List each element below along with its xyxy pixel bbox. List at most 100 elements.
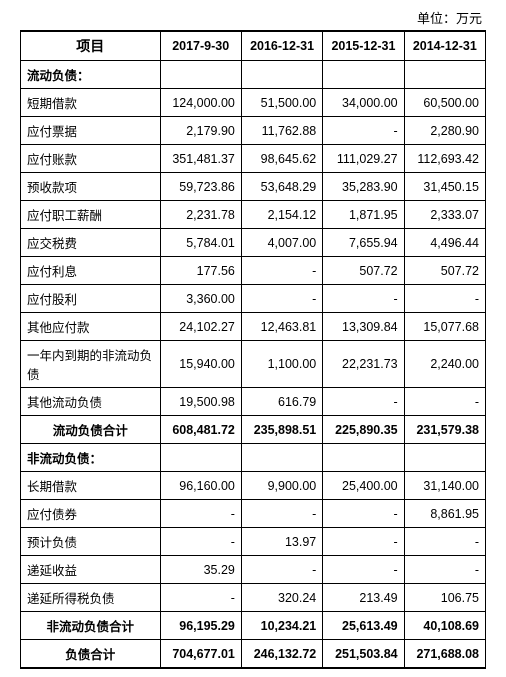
table-row-value-0: 59,723.86: [160, 173, 241, 201]
table-row-label: 其他流动负债: [21, 388, 161, 416]
table-row: 递延所得税负债-320.24213.49106.75: [21, 584, 486, 612]
table-row-value-3: 4,496.44: [404, 229, 485, 257]
total-liabilities-value-1: 246,132.72: [241, 640, 322, 669]
table-row-value-1: 1,100.00: [241, 341, 322, 388]
noncurrent-liabilities-header: 非流动负债：: [21, 444, 486, 472]
table-row-value-1: -: [241, 257, 322, 285]
table-row-value-0: 2,179.90: [160, 117, 241, 145]
table-row-value-2: -: [323, 285, 404, 313]
table-row: 应付账款351,481.3798,645.62111,029.27112,693…: [21, 145, 486, 173]
noncurrent-liabilities-subtotal: 非流动负债合计96,195.2910,234.2125,613.4940,108…: [21, 612, 486, 640]
table-row-value-3: 8,861.95: [404, 500, 485, 528]
current-liabilities-subtotal-value-1: 235,898.51: [241, 416, 322, 444]
table-row-value-2: -: [323, 388, 404, 416]
table-row-label: 应付票据: [21, 117, 161, 145]
total-liabilities-value-0: 704,677.01: [160, 640, 241, 669]
table-row-label: 长期借款: [21, 472, 161, 500]
table-row-value-0: 24,102.27: [160, 313, 241, 341]
table-row-value-1: 320.24: [241, 584, 322, 612]
table-row-value-2: -: [323, 500, 404, 528]
table-row-value-1: 12,463.81: [241, 313, 322, 341]
table-row: 其他应付款24,102.2712,463.8113,309.8415,077.6…: [21, 313, 486, 341]
table-row-value-2: 25,400.00: [323, 472, 404, 500]
table-row-value-3: 15,077.68: [404, 313, 485, 341]
table-row-value-2: -: [323, 528, 404, 556]
header-date-2: 2016-12-31: [241, 31, 322, 61]
noncurrent-liabilities-subtotal-value-0: 96,195.29: [160, 612, 241, 640]
noncurrent-liabilities-subtotal-value-3: 40,108.69: [404, 612, 485, 640]
table-row-value-0: 351,481.37: [160, 145, 241, 173]
table-row: 短期借款124,000.0051,500.0034,000.0060,500.0…: [21, 89, 486, 117]
empty-cell: [404, 61, 485, 89]
table-row-value-2: 111,029.27: [323, 145, 404, 173]
table-row-value-2: -: [323, 556, 404, 584]
table-row-label: 预收款项: [21, 173, 161, 201]
table-row-value-1: 51,500.00: [241, 89, 322, 117]
noncurrent-liabilities-header-label: 非流动负债：: [21, 444, 161, 472]
table-row-label: 其他应付款: [21, 313, 161, 341]
table-row-label: 应交税费: [21, 229, 161, 257]
table-row: 应交税费5,784.014,007.007,655.944,496.44: [21, 229, 486, 257]
table-row-value-1: -: [241, 556, 322, 584]
table-row-value-1: 98,645.62: [241, 145, 322, 173]
current-liabilities-subtotal-label: 流动负债合计: [21, 416, 161, 444]
table-row-value-3: 31,450.15: [404, 173, 485, 201]
current-liabilities-subtotal-value-2: 225,890.35: [323, 416, 404, 444]
table-row-value-3: 2,333.07: [404, 201, 485, 229]
table-row-label: 预计负债: [21, 528, 161, 556]
empty-cell: [241, 444, 322, 472]
table-row-value-0: 35.29: [160, 556, 241, 584]
table-row: 预计负债-13.97--: [21, 528, 486, 556]
table-row-value-2: 35,283.90: [323, 173, 404, 201]
table-row: 预收款项59,723.8653,648.2935,283.9031,450.15: [21, 173, 486, 201]
header-date-3: 2015-12-31: [323, 31, 404, 61]
current-liabilities-header: 流动负债：: [21, 61, 486, 89]
table-row-label: 应付职工薪酬: [21, 201, 161, 229]
table-row-value-1: 11,762.88: [241, 117, 322, 145]
table-row-label: 应付账款: [21, 145, 161, 173]
table-row-label: 一年内到期的非流动负债: [21, 341, 161, 388]
noncurrent-liabilities-subtotal-label: 非流动负债合计: [21, 612, 161, 640]
table-row-label: 应付利息: [21, 257, 161, 285]
table-row-value-0: 177.56: [160, 257, 241, 285]
header-date-1: 2017-9-30: [160, 31, 241, 61]
table-row-value-3: 60,500.00: [404, 89, 485, 117]
table-row-value-3: 31,140.00: [404, 472, 485, 500]
table-row-value-3: -: [404, 285, 485, 313]
table-row-value-0: 5,784.01: [160, 229, 241, 257]
empty-cell: [323, 444, 404, 472]
table-row-value-3: -: [404, 388, 485, 416]
table-row-value-1: 13.97: [241, 528, 322, 556]
table-row-value-0: 15,940.00: [160, 341, 241, 388]
current-liabilities-subtotal-value-0: 608,481.72: [160, 416, 241, 444]
noncurrent-liabilities-subtotal-value-1: 10,234.21: [241, 612, 322, 640]
current-liabilities-header-label: 流动负债：: [21, 61, 161, 89]
table-row-label: 递延所得税负债: [21, 584, 161, 612]
table-row-value-1: 9,900.00: [241, 472, 322, 500]
table-row-value-0: 96,160.00: [160, 472, 241, 500]
empty-cell: [160, 61, 241, 89]
table-row-value-1: 616.79: [241, 388, 322, 416]
current-liabilities-subtotal: 流动负债合计608,481.72235,898.51225,890.35231,…: [21, 416, 486, 444]
table-row-label: 应付股利: [21, 285, 161, 313]
total-liabilities-value-2: 251,503.84: [323, 640, 404, 669]
table-row: 应付债券---8,861.95: [21, 500, 486, 528]
table-row-value-2: 507.72: [323, 257, 404, 285]
table-row: 应付股利3,360.00---: [21, 285, 486, 313]
liabilities-table: 项目 2017-9-30 2016-12-31 2015-12-31 2014-…: [20, 30, 486, 669]
header-row: 项目 2017-9-30 2016-12-31 2015-12-31 2014-…: [21, 31, 486, 61]
table-row: 应付利息177.56-507.72507.72: [21, 257, 486, 285]
table-row-label: 短期借款: [21, 89, 161, 117]
table-row: 应付职工薪酬2,231.782,154.121,871.952,333.07: [21, 201, 486, 229]
table-row-value-2: 1,871.95: [323, 201, 404, 229]
table-row: 长期借款96,160.009,900.0025,400.0031,140.00: [21, 472, 486, 500]
total-liabilities-label: 负债合计: [21, 640, 161, 669]
total-liabilities-value-3: 271,688.08: [404, 640, 485, 669]
table-row-label: 递延收益: [21, 556, 161, 584]
table-row-value-2: 7,655.94: [323, 229, 404, 257]
table-row-value-2: 213.49: [323, 584, 404, 612]
table-row-value-2: 22,231.73: [323, 341, 404, 388]
empty-cell: [241, 61, 322, 89]
header-date-4: 2014-12-31: [404, 31, 485, 61]
table-row-value-2: 34,000.00: [323, 89, 404, 117]
